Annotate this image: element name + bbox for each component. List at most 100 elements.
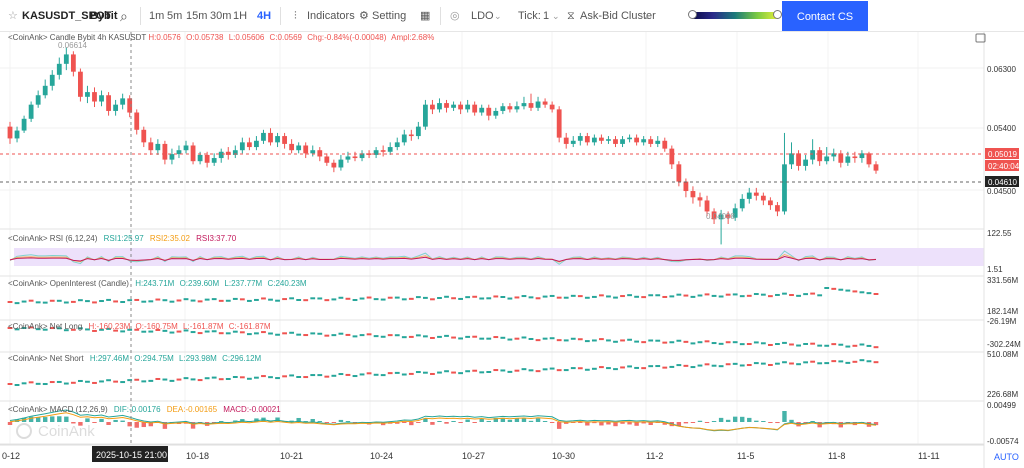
net-long-candle [380,335,386,338]
candle-body [507,106,513,110]
net-short-candle [767,363,773,366]
maximize-icon[interactable] [975,33,986,43]
candle-body [14,130,20,139]
ldo-select[interactable]: LDO [471,10,494,22]
tf-30m[interactable]: 30m [210,10,232,22]
star-icon[interactable]: ☆ [8,10,18,22]
oi-candle [760,293,766,296]
search-icon[interactable]: ⌕ [120,8,128,24]
net-long-candle [725,341,731,344]
cluster-select[interactable]: Ask-Bid Cluster [580,10,656,22]
chevron-down-icon[interactable]: ⌄ [494,11,502,21]
color-gradient-slider[interactable] [688,10,782,19]
symbol-name[interactable]: KASUSDT_SPOT [22,10,112,22]
time-label: 10-27 [462,451,485,461]
net-long-candle [803,343,808,346]
oi-candle [486,297,492,300]
net-long-candle [155,328,161,331]
candle-body [606,139,611,141]
macd-bar [747,417,752,422]
eye-icon[interactable]: ◎ [450,10,460,22]
oi-candle [99,300,104,303]
net-short-candle [824,362,830,365]
macd-bar [768,422,773,423]
net-long-candle [127,328,133,331]
candle-body [852,156,858,159]
chevron-down-icon[interactable]: ⌄ [552,11,560,21]
macd-bar [409,422,414,426]
oi-candle [366,296,372,299]
oi-open: O:239.60M [180,279,220,288]
oi-candle [514,296,520,299]
divider [280,7,281,25]
net-short-candles [7,359,879,387]
tf-1m[interactable]: 1m [149,10,165,22]
setting-button[interactable]: Setting [372,10,407,22]
net-short-candle [683,364,689,367]
exchange-name[interactable]: Bybit [90,10,118,22]
macd-bar [711,421,717,422]
candle-body [697,197,703,201]
oi-candle [507,297,513,300]
net-short-candle [310,374,316,377]
macd-bar [479,418,484,422]
oi-candle [408,297,414,300]
net-long-candle [704,340,710,343]
auto-scale-toggle[interactable]: AUTO [994,452,1019,462]
candle-body [521,103,527,107]
indicators-button[interactable]: Indicators [307,10,355,22]
contact-cs-claim-button[interactable]: Contact CS Claim [782,1,868,53]
net-short-candle [303,376,309,379]
grid-icon[interactable]: ▦ [420,10,431,22]
net-long-candle [7,327,13,329]
candle-body [648,139,654,144]
oi-candle [176,299,182,302]
net-short-candle [690,366,696,369]
net-short-candle [415,371,421,374]
macd-bar [690,422,696,423]
net-short-candle [760,362,766,365]
candle-body [49,74,55,86]
candle-body [70,54,76,72]
ns-open: O:294.75M [134,354,174,363]
candle-body [42,85,48,96]
tick-value[interactable]: 1 [543,10,550,22]
oi-candle [106,298,111,301]
candle-body [401,134,407,143]
net-long-candle [345,333,351,336]
net-long-candle [444,334,449,337]
chart-area[interactable]: CoinAnk 0.06614 0.04098 <CoinAnk> Candle… [0,32,1024,468]
macd-axis-bottom: -0.00574 [987,437,1019,446]
macd-bar [486,421,491,422]
candle-body [268,132,273,143]
oi-candle [493,295,499,298]
net-long-candle [613,340,618,343]
tf-1h[interactable]: 1H [233,10,248,22]
net-long-candle [169,331,175,334]
candle-body [261,132,266,141]
tf-15m[interactable]: 15m [186,10,208,22]
oi-candle [359,297,365,300]
crosshair-date-pill [92,446,168,462]
candle-body [113,104,119,111]
oi-candle [852,290,858,293]
tf-4h[interactable]: 4H [257,10,272,22]
price-tick: 0.06300 [987,65,1016,74]
candle-body [35,95,41,105]
slider-handle-right[interactable] [773,10,782,19]
chevron-down-icon[interactable]: ⌄ [643,11,651,21]
net-long-candle [767,343,773,346]
net-short-candle [810,360,816,363]
net-short-candle [634,366,640,369]
candle-body [859,153,865,159]
tf-5m[interactable]: 5m [167,10,183,22]
oi-candle [606,295,611,298]
net-long-candle [99,328,104,331]
net-long-candle [359,334,365,337]
slider-handle-left[interactable] [688,10,697,19]
nl-close: C:-161.87M [229,322,271,331]
oi-candle [753,293,759,296]
net-short-candle [148,379,154,382]
net-short-candle [775,362,780,365]
rsi-legend: <CoinAnk> RSI (6,12,24) RSI1:25.97 RSI2:… [8,234,237,243]
